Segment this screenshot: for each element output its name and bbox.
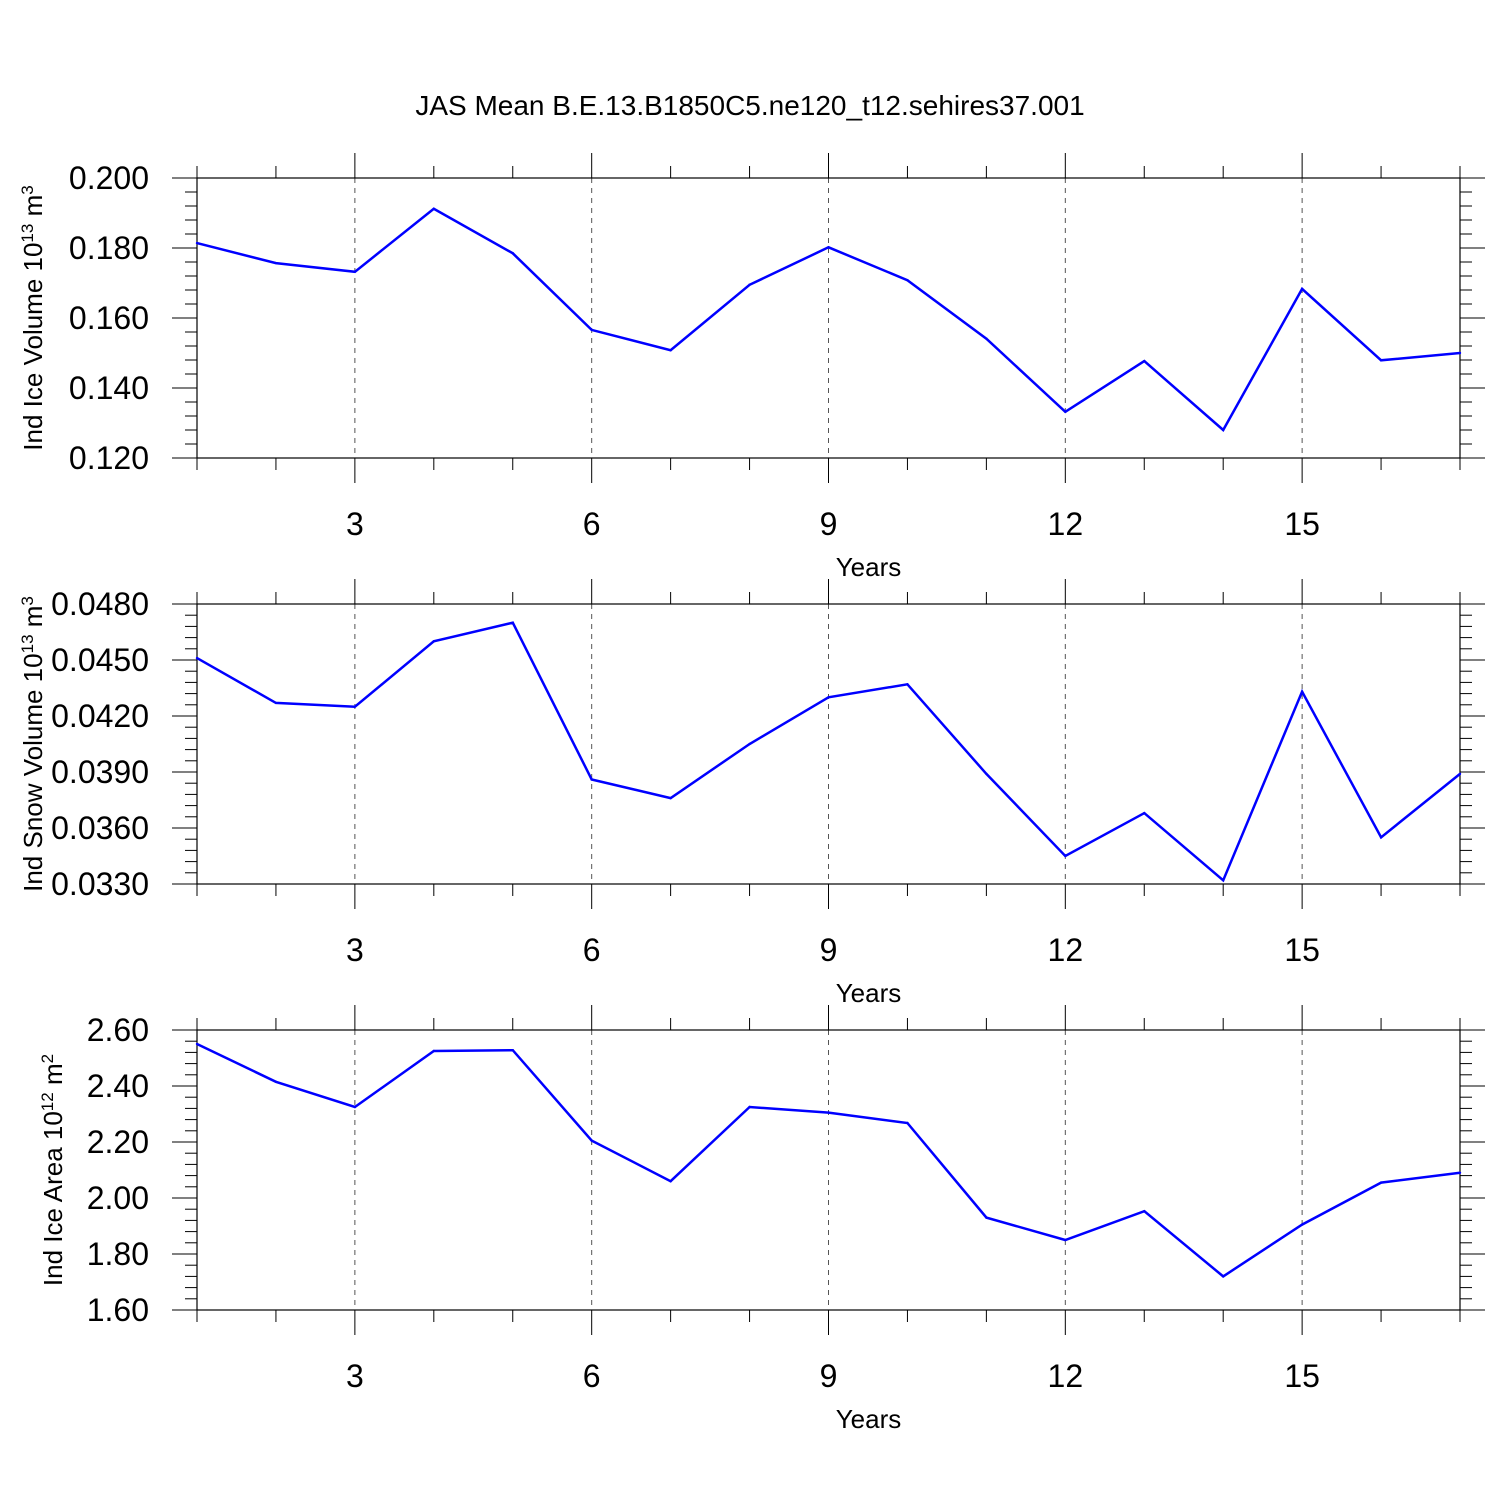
data-point	[433, 208, 435, 210]
y-tick-label: 0.160	[69, 300, 149, 336]
data-point	[512, 252, 514, 254]
y-tick-label: 2.60	[87, 1012, 149, 1048]
data-point	[827, 696, 829, 698]
data-point	[1301, 1223, 1303, 1225]
data-point	[1222, 429, 1224, 431]
data-point	[275, 1081, 277, 1083]
data-point	[1301, 691, 1303, 693]
data-point	[275, 262, 277, 264]
chart-title: JAS Mean B.E.13.B1850C5.ne120_t12.sehire…	[415, 90, 1084, 121]
x-tick-label: 3	[346, 506, 364, 542]
data-point	[1380, 359, 1382, 361]
x-tick-label: 12	[1048, 506, 1084, 542]
data-point	[985, 1216, 987, 1218]
data-point	[748, 1106, 750, 1108]
data-point	[512, 1049, 514, 1051]
x-tick-label: 15	[1284, 506, 1320, 542]
data-point	[1222, 879, 1224, 881]
data-point	[669, 1180, 671, 1182]
data-point	[1143, 812, 1145, 814]
x-tick-label: 9	[820, 1358, 838, 1394]
x-tick-label: 9	[820, 932, 838, 968]
data-point	[433, 1050, 435, 1052]
data-point	[1301, 288, 1303, 290]
y-tick-label: 1.80	[87, 1236, 149, 1272]
data-point	[1459, 352, 1461, 354]
data-point	[196, 242, 198, 244]
x-tick-label: 15	[1284, 932, 1320, 968]
data-point	[827, 246, 829, 248]
x-tick-label: 6	[583, 1358, 601, 1394]
y-tick-label: 0.0330	[51, 866, 149, 902]
data-point	[1380, 1181, 1382, 1183]
y-tick-label: 0.0420	[51, 698, 149, 734]
y-tick-label: 0.0390	[51, 754, 149, 790]
data-point	[985, 337, 987, 339]
x-tick-label: 12	[1048, 932, 1084, 968]
data-point	[827, 1111, 829, 1113]
data-point	[748, 284, 750, 286]
data-point	[275, 702, 277, 704]
data-point	[1143, 1210, 1145, 1212]
x-axis-title: Years	[836, 552, 902, 582]
y-tick-label: 0.0360	[51, 810, 149, 846]
data-point	[196, 1043, 198, 1045]
data-point	[748, 743, 750, 745]
y-tick-label: 0.0480	[51, 586, 149, 622]
data-point	[1222, 1275, 1224, 1277]
y-axis-title: Ind Ice Area 1012 m2	[38, 1054, 69, 1286]
y-tick-label: 2.20	[87, 1124, 149, 1160]
data-point	[590, 1139, 592, 1141]
data-point	[1064, 411, 1066, 413]
x-tick-label: 6	[583, 932, 601, 968]
data-point	[906, 1122, 908, 1124]
data-point	[1459, 773, 1461, 775]
y-tick-label: 0.200	[69, 160, 149, 196]
x-axis-title: Years	[836, 978, 902, 1008]
data-point	[433, 640, 435, 642]
data-point	[512, 621, 514, 623]
data-point	[906, 279, 908, 281]
x-tick-label: 3	[346, 1358, 364, 1394]
data-point	[590, 329, 592, 331]
y-tick-label: 0.180	[69, 230, 149, 266]
y-tick-label: 0.140	[69, 370, 149, 406]
data-point	[1459, 1172, 1461, 1174]
data-point	[354, 271, 356, 273]
x-tick-label: 6	[583, 506, 601, 542]
y-tick-label: 2.40	[87, 1068, 149, 1104]
x-tick-label: 3	[346, 932, 364, 968]
data-point	[1064, 1239, 1066, 1241]
y-tick-label: 2.00	[87, 1180, 149, 1216]
y-tick-label: 0.120	[69, 440, 149, 476]
y-tick-label: 0.0450	[51, 642, 149, 678]
x-tick-label: 9	[820, 506, 838, 542]
x-tick-label: 15	[1284, 1358, 1320, 1394]
data-point	[906, 683, 908, 685]
data-point	[669, 797, 671, 799]
x-tick-label: 12	[1048, 1358, 1084, 1394]
data-point	[590, 778, 592, 780]
data-point	[985, 773, 987, 775]
data-point	[354, 705, 356, 707]
data-point	[196, 657, 198, 659]
data-point	[1064, 855, 1066, 857]
data-point	[1143, 360, 1145, 362]
data-point	[1380, 836, 1382, 838]
data-point	[354, 1106, 356, 1108]
x-axis-title: Years	[836, 1404, 902, 1434]
y-tick-label: 1.60	[87, 1292, 149, 1328]
data-point	[669, 349, 671, 351]
